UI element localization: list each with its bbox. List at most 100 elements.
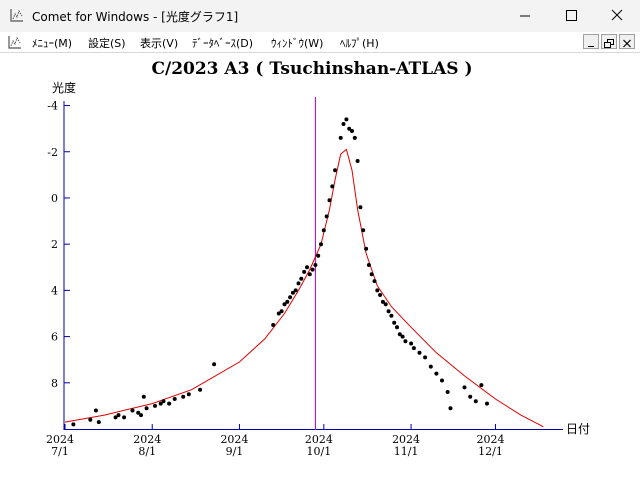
minimize-icon	[588, 46, 594, 47]
minimize-button[interactable]	[502, 0, 548, 32]
observation-point	[395, 325, 399, 330]
observation-point	[285, 299, 290, 304]
observation-point	[333, 168, 338, 173]
observation-point	[361, 228, 366, 233]
observation-point	[347, 126, 352, 131]
observation-point	[423, 355, 428, 360]
observation-point	[428, 364, 433, 369]
observation-point	[364, 246, 369, 251]
window-title: Comet for Windows - [光度グラフ1]	[32, 10, 239, 24]
observation-point	[307, 272, 312, 277]
chart-title: C/2023 A3 ( Tsuchinshan-ATLAS )	[151, 59, 472, 79]
observation-point	[321, 228, 326, 233]
close-icon	[623, 39, 631, 48]
document-chart-icon[interactable]	[8, 35, 22, 49]
observation-point	[71, 422, 76, 427]
observation-point	[305, 265, 309, 270]
observation-point	[352, 135, 357, 140]
observation-point	[479, 383, 484, 388]
menu-item-settings[interactable]: 設定(S)	[88, 37, 126, 50]
observation-point	[330, 184, 335, 189]
observation-point	[139, 413, 143, 418]
observation-point	[358, 205, 363, 210]
observation-point	[288, 295, 293, 300]
observation-point	[96, 420, 101, 425]
observation-point	[468, 394, 473, 399]
observation-point	[403, 339, 408, 344]
observation-point	[380, 299, 385, 304]
observation-point	[276, 311, 281, 316]
maximize-icon	[566, 10, 577, 21]
observation-point	[136, 410, 141, 415]
x-tick-date: 9/1	[226, 445, 244, 458]
x-tick-year: 2024	[305, 433, 333, 446]
observation-point	[299, 276, 304, 281]
observation-point	[302, 269, 307, 274]
model-light-curve	[64, 148, 544, 428]
observation-point	[319, 242, 323, 247]
observation-point	[338, 135, 343, 140]
title-bar: Comet for Windows - [光度グラフ1]	[0, 0, 640, 32]
y-tick-label: 8	[51, 377, 58, 390]
menu-item-help[interactable]: ﾍﾙﾌﾟ(H)	[340, 37, 379, 50]
menu-bar: ﾒﾆｭｰ(M) 設定(S) 表示(V) ﾃﾞｰﾀﾍﾞｰｽ(D) ｳｨﾝﾄﾞｳ(W…	[0, 32, 640, 53]
menu-item-view[interactable]: 表示(V)	[140, 37, 179, 50]
light-curve-chart: C/2023 A3 ( Tsuchinshan-ATLAS ) 光度 日付 -4…	[46, 59, 590, 458]
observation-point	[473, 399, 478, 404]
observation-point	[366, 263, 371, 267]
observation-point	[310, 267, 315, 272]
observation-point	[316, 253, 321, 258]
observation-point	[400, 334, 405, 339]
y-axis-label: 光度	[52, 80, 76, 95]
observation-point	[296, 281, 301, 286]
observation-point	[448, 406, 453, 411]
observation-point	[212, 362, 217, 367]
observation-point	[88, 417, 93, 422]
observation-point	[434, 371, 439, 376]
observation-point	[141, 394, 146, 399]
observation-point	[130, 408, 135, 413]
observation-point	[167, 401, 172, 406]
observation-point	[153, 403, 157, 408]
observation-point	[290, 290, 295, 295]
x-tick-year: 2024	[476, 433, 504, 446]
mdi-close-button[interactable]	[619, 34, 635, 49]
observation-point	[279, 309, 284, 314]
observation-point	[93, 408, 98, 413]
menu-item-database[interactable]: ﾃﾞｰﾀﾍﾞｰｽ(D)	[192, 37, 254, 50]
y-tick-label: -4	[47, 100, 58, 113]
mdi-restore-button[interactable]	[601, 34, 617, 49]
observation-point	[409, 341, 414, 346]
observation-point	[440, 378, 444, 383]
y-tick-label: -2	[47, 146, 58, 159]
observation-point	[411, 346, 416, 351]
observation-point	[198, 387, 203, 392]
observation-point	[397, 332, 402, 337]
observation-point	[186, 392, 191, 397]
observation-point	[375, 288, 380, 293]
menu-item-window[interactable]: ｳｨﾝﾄﾞｳ(W)	[271, 37, 324, 50]
observation-point	[462, 385, 467, 390]
observation-point	[383, 302, 388, 307]
y-tick-label: 2	[51, 238, 58, 251]
observation-point	[172, 397, 177, 401]
observation-point	[116, 413, 121, 418]
observation-point	[122, 415, 127, 420]
minimize-icon	[520, 15, 530, 17]
x-tick-date: 10/1	[306, 445, 331, 458]
restore-icon	[604, 39, 614, 48]
observation-point	[341, 122, 346, 126]
menu-item-menu[interactable]: ﾒﾆｭｰ(M)	[32, 37, 73, 50]
observation-point	[344, 117, 349, 122]
x-tick-year: 2024	[133, 433, 161, 446]
x-axis-label: 日付	[566, 422, 590, 436]
observation-point	[485, 401, 489, 406]
observation-point	[372, 279, 377, 284]
app-chart-icon[interactable]	[10, 8, 24, 22]
observation-point	[386, 309, 391, 314]
y-tick-label: 4	[51, 284, 58, 297]
mdi-minimize-button[interactable]	[583, 34, 599, 49]
observation-point	[282, 302, 287, 307]
close-button[interactable]	[594, 0, 640, 32]
maximize-button[interactable]	[548, 0, 594, 32]
